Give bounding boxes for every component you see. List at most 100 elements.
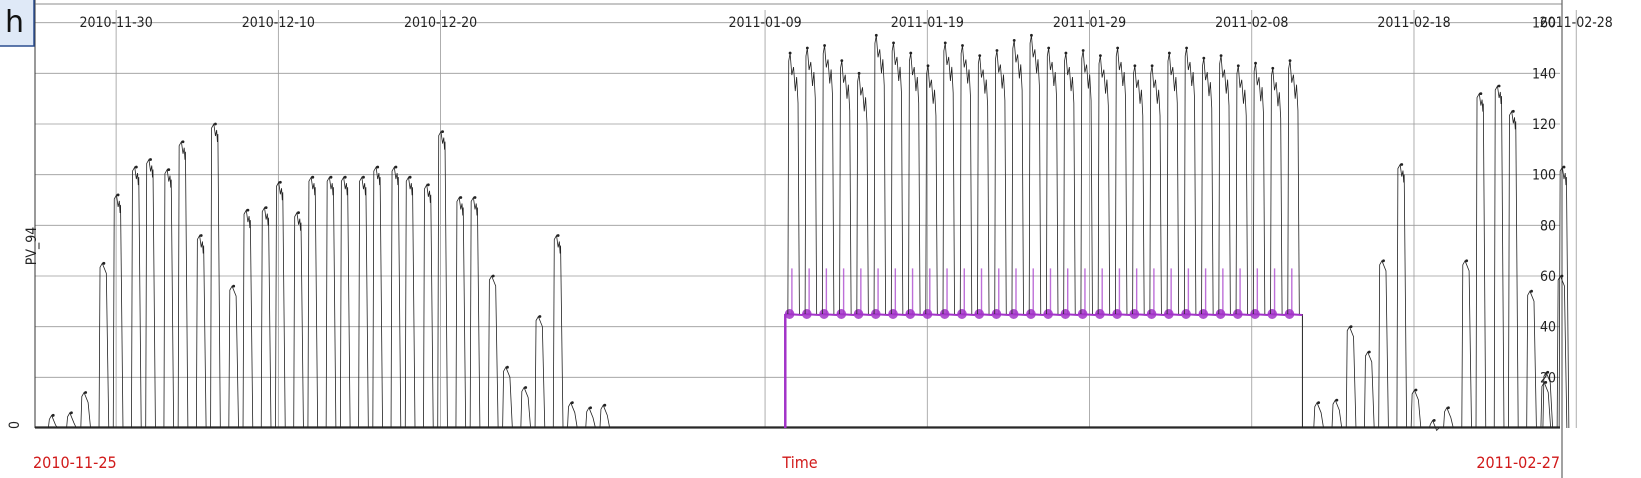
series-pulse [195,234,207,429]
x-ticks-top: 2010-11-30 2010-12-10 2010-12-20 2011-01-09… [80,15,1613,31]
series-peak-point [459,196,463,199]
series-pulse [307,175,319,429]
series-peak-point [1465,259,1469,263]
series-pulse [242,208,254,429]
y-tick-label: 20 [1540,370,1556,386]
high-cycle-peak-point [961,44,964,47]
high-cycle-peak-point [823,44,826,47]
y-tick-label: 160 [1532,16,1556,32]
series-peak-point [1432,419,1436,422]
series [35,33,1570,432]
series-peak-point [278,180,282,184]
x-end-label: 2011-02-27 [1476,453,1560,472]
high-cycle-peak-point [840,59,844,63]
series-peak-point [199,234,203,237]
highlight-baseline [940,313,958,316]
series-pulse [455,196,467,429]
series-pulse [437,130,448,429]
high-cycle-peak-point [1133,64,1137,68]
series-peak-point [603,403,607,407]
highlight-baseline [1216,313,1234,316]
series-peak-point [311,175,315,179]
high-cycle-pulse [787,52,800,315]
highlight-baseline [785,313,803,316]
series-pulse [1364,351,1375,429]
highlight-baseline [1198,313,1217,316]
highlight-baseline [1250,313,1269,316]
series-peak-point [1367,350,1371,354]
series-peak-point [1560,274,1564,278]
series-peak-point [473,196,477,199]
series-peak-point [329,175,333,179]
series-pulse [293,211,304,429]
high-cycle-pulse [942,42,955,315]
high-cycle-pulse [1080,50,1093,315]
highlight-baseline [1129,313,1148,316]
high-cycle-pulse [1218,55,1231,315]
highlight-baseline [1095,313,1113,316]
series-peak-point [441,130,444,134]
series-pulse [163,168,175,429]
highlight-baseline [957,313,975,316]
panel-tag: h [0,0,35,47]
series-peak-point [214,122,217,126]
high-cycle-peak-point [909,51,913,55]
high-cycle-pulse [1011,40,1024,315]
high-cycle-peak-point [857,71,861,75]
y-tick-label: 80 [1540,218,1556,234]
series-peak-point [70,411,73,415]
highlight-baseline [802,313,820,316]
high-cycle-pulse [994,50,1007,315]
series-pulse [567,401,578,429]
highlight-baseline [819,313,838,316]
high-cycle-peak-point [943,41,947,45]
series-peak-point [1530,289,1533,293]
series-pulse [1428,419,1440,432]
series-pulse [1475,92,1487,429]
series-pulse [1378,259,1389,429]
series-pulse [1508,110,1519,429]
high-cycle-peak-point [805,46,809,50]
series-peak-point [589,406,592,410]
highlight-baseline [905,313,924,316]
highlight-baseline [1043,313,1062,316]
series-peak-point [134,165,138,169]
series-pulse [520,386,531,429]
high-cycle-pulse [821,45,835,315]
series-pulse [1526,290,1537,429]
series-pulse [358,175,369,429]
series-peak-point [181,140,185,144]
y-tick-label: 60 [1540,269,1556,285]
high-cycle-pulse [1201,58,1214,315]
series-pulse [112,193,124,429]
series-peak-point [264,206,268,210]
series-pulse [404,175,416,429]
highlight-baseline [1233,313,1251,316]
highlight-baseline [1164,313,1182,316]
high-cycle-peak-point [1116,46,1120,50]
x-tick-label: 2010-12-20 [404,15,477,31]
high-cycle-pulse [925,65,938,315]
series-pulse [552,234,564,429]
series-pulse [1396,163,1408,429]
series-pulse [390,165,402,429]
series-peak-point [570,401,574,405]
x-tick-label: 2010-12-10 [242,15,315,31]
series-peak-point [1382,259,1385,263]
series-pulse [145,158,156,429]
x-tick-label: 2011-02-18 [1377,15,1450,31]
axes [34,0,1563,478]
series-peak-point [1400,163,1404,166]
high-cycle-pulse [1235,65,1249,315]
y-tick-label: 40 [1540,320,1556,336]
series-pulse [80,391,91,429]
series-pulse [260,206,272,429]
high-cycle-pulse [1183,47,1197,315]
highlight-baseline [923,313,941,316]
series-peak-point [343,175,347,179]
series-pulse [228,285,239,429]
series-pulse [469,196,481,429]
high-cycle-pulse [959,45,973,315]
series-peak-point [149,158,152,161]
high-cycle-pulse [1132,65,1145,315]
